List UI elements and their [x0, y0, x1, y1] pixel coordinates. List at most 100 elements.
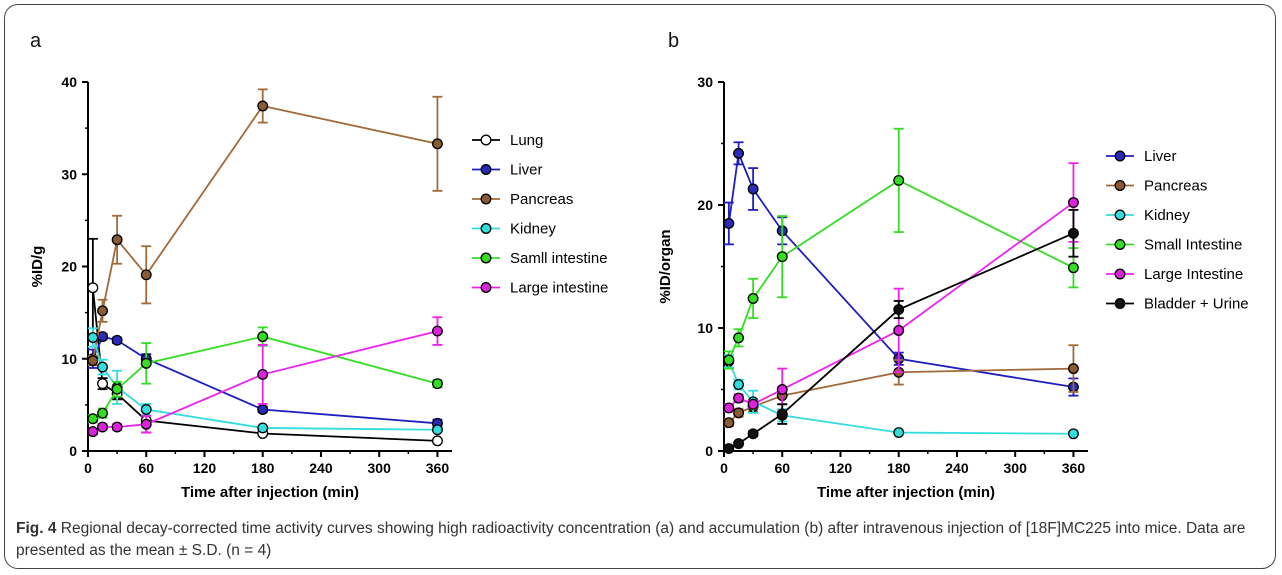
legend-swatch-marker [1114, 150, 1126, 162]
legend-item: Liver [472, 162, 543, 179]
y-tick-label: 30 [697, 74, 713, 90]
data-point [723, 217, 735, 229]
panel-label: a [30, 30, 42, 52]
x-tick-label: 0 [720, 460, 728, 476]
data-point [97, 305, 109, 317]
legend-item: Pancreas [472, 191, 573, 208]
data-point [87, 413, 99, 425]
legend-item: Small Intestine [1106, 237, 1242, 254]
data-point [747, 428, 759, 440]
data-point [257, 100, 269, 112]
data-point [776, 384, 788, 395]
x-axis-label: Time after injection (min) [181, 484, 359, 501]
legend-swatch-marker [480, 193, 492, 205]
legend-item: Lung [472, 132, 543, 149]
y-tick-label: 10 [697, 320, 713, 336]
data-point [723, 417, 735, 429]
data-point [257, 422, 269, 434]
legend-swatch-marker [1114, 180, 1126, 191]
legend-item: Liver [1106, 148, 1177, 165]
legend-swatch-marker [480, 223, 492, 234]
data-point [140, 418, 152, 430]
legend-label: Kidney [1144, 207, 1190, 224]
x-tick-label: 180 [887, 460, 911, 476]
data-point [431, 378, 443, 390]
data-point [776, 251, 788, 263]
data-point [97, 331, 109, 343]
figure-frame [4, 4, 1276, 569]
data-point [111, 421, 123, 433]
panel-label: b [668, 30, 679, 52]
data-point [733, 407, 745, 419]
data-point [111, 383, 123, 395]
series-large-intestine [87, 316, 443, 438]
data-point [97, 361, 109, 373]
data-point [1067, 428, 1079, 440]
legend-label: Small Intestine [1144, 237, 1242, 254]
legend-item: Large intestine [472, 280, 608, 297]
data-point [1067, 363, 1079, 375]
data-point [97, 407, 109, 419]
y-tick-label: 0 [69, 443, 77, 459]
legend-label: Liver [1144, 148, 1177, 165]
data-point [723, 443, 735, 454]
x-tick-label: 300 [1004, 460, 1028, 476]
legend-item: Kidney [1106, 207, 1190, 224]
data-point [87, 355, 99, 367]
data-point [733, 392, 745, 404]
series-samll-intestine [87, 326, 443, 425]
y-tick-label: 10 [61, 351, 77, 367]
data-point [1067, 197, 1079, 208]
data-point [1067, 227, 1079, 239]
data-point [111, 334, 123, 346]
data-point [893, 427, 905, 439]
x-tick-label: 360 [1062, 460, 1086, 476]
legend-item: Samll intestine [472, 250, 608, 267]
legend-swatch-marker [1114, 209, 1126, 221]
x-tick-label: 120 [829, 460, 853, 476]
data-point [723, 354, 735, 366]
legend-swatch-marker [1114, 298, 1126, 309]
legend-item: Large Intestine [1106, 266, 1243, 283]
series-pancreas [87, 88, 443, 367]
data-point [140, 357, 152, 369]
legend-label: Liver [510, 162, 543, 179]
data-point [747, 183, 759, 195]
chart-panel-a: a 0 10 20 30 40 0 60 120 180 240 300 360 Time after i… [29, 30, 608, 501]
legend-label: Kidney [510, 221, 556, 238]
x-tick-label: 60 [138, 460, 154, 476]
data-point [723, 402, 735, 414]
series-line [91, 104, 438, 361]
data-point [893, 325, 905, 336]
data-point [431, 325, 443, 337]
x-tick-label: 60 [774, 460, 790, 476]
y-tick-label: 0 [705, 443, 713, 459]
data-point [431, 435, 443, 447]
data-point [431, 138, 443, 150]
x-tick-label: 360 [426, 460, 450, 476]
legend-label: Large Intestine [1144, 266, 1243, 283]
data-point [87, 282, 99, 294]
data-point [747, 398, 759, 410]
x-tick-label: 0 [84, 460, 92, 476]
legend-label: Lung [510, 132, 543, 149]
data-point [733, 147, 745, 159]
data-point [140, 404, 152, 415]
legend-swatch-marker [480, 252, 492, 264]
figure-caption: Fig. 4 Regional decay-corrected time act… [16, 518, 1266, 562]
data-point [111, 234, 123, 246]
data-point [257, 404, 269, 415]
data-point [431, 424, 443, 436]
legend-swatch-marker [480, 282, 492, 293]
legend-item: Kidney [472, 221, 556, 238]
y-axis-label: %ID/g [29, 246, 46, 288]
series-large-intestine [723, 162, 1079, 414]
data-point [257, 331, 269, 343]
data-point [776, 408, 788, 420]
y-tick-label: 40 [61, 74, 77, 90]
data-point [893, 174, 905, 186]
data-point [87, 332, 99, 343]
y-axis-label: %ID/organ [657, 229, 674, 303]
